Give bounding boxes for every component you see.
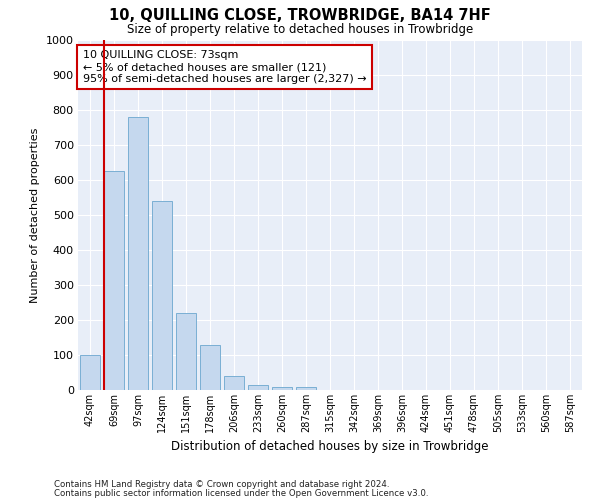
Bar <box>152 201 172 390</box>
Text: 10, QUILLING CLOSE, TROWBRIDGE, BA14 7HF: 10, QUILLING CLOSE, TROWBRIDGE, BA14 7HF <box>109 8 491 22</box>
Text: Size of property relative to detached houses in Trowbridge: Size of property relative to detached ho… <box>127 22 473 36</box>
Bar <box>296 386 316 390</box>
Bar <box>248 385 268 390</box>
Bar <box>80 355 100 390</box>
Bar <box>104 171 124 390</box>
Bar <box>128 117 148 390</box>
Text: Contains HM Land Registry data © Crown copyright and database right 2024.: Contains HM Land Registry data © Crown c… <box>54 480 389 489</box>
Bar <box>176 313 196 390</box>
X-axis label: Distribution of detached houses by size in Trowbridge: Distribution of detached houses by size … <box>171 440 489 454</box>
Text: 10 QUILLING CLOSE: 73sqm
← 5% of detached houses are smaller (121)
95% of semi-d: 10 QUILLING CLOSE: 73sqm ← 5% of detache… <box>83 50 367 84</box>
Bar <box>272 386 292 390</box>
Y-axis label: Number of detached properties: Number of detached properties <box>30 128 40 302</box>
Bar <box>200 344 220 390</box>
Bar <box>224 376 244 390</box>
Text: Contains public sector information licensed under the Open Government Licence v3: Contains public sector information licen… <box>54 488 428 498</box>
